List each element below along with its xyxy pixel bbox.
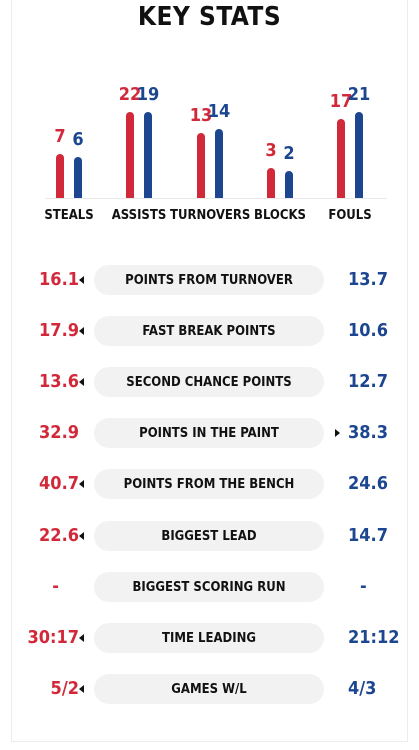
- stat-label: GAMES W/L: [94, 674, 324, 704]
- home-value: 22.6: [39, 525, 79, 546]
- away-value: 4/3: [348, 678, 377, 699]
- away-value: -: [360, 576, 367, 597]
- bar-value-assists-red: 22: [118, 84, 142, 105]
- stat-label: FAST BREAK POINTS: [94, 316, 324, 346]
- away-value: 13.7: [348, 269, 388, 290]
- away-value: 12.7: [348, 371, 388, 392]
- home-value: 30:17: [27, 627, 79, 648]
- bar-fouls-blue: [355, 112, 363, 198]
- bar-value-turnovers-blue: 14: [207, 101, 231, 122]
- home-value: 5/2: [50, 678, 79, 699]
- bar-category-fouls: FOULS: [328, 208, 372, 223]
- bar-value-blocks-red: 3: [265, 139, 277, 161]
- bar-value-steals-blue: 6: [72, 129, 84, 150]
- bar-value-turnovers-red: 13: [189, 104, 213, 126]
- stat-row: 16.1 POINTS FROM TURNOVER 13.7: [0, 265, 419, 295]
- stat-label: POINTS IN THE PAINT: [94, 418, 324, 448]
- triangle-left-icon: [79, 685, 84, 693]
- triangle-right-icon: [335, 429, 340, 437]
- triangle-left-icon: [79, 276, 84, 284]
- stat-row: 40.7 POINTS FROM THE BENCH 24.6: [0, 469, 419, 499]
- key-stats-bar-chart: 7 6 STEALS 22 19 ASSISTS 13 14 TURNOVERS 3 2 BLOCKS…: [0, 0, 419, 240]
- triangle-left-icon: [79, 327, 84, 335]
- home-value: 17.9: [39, 320, 79, 341]
- stat-row: - BIGGEST SCORING RUN -: [0, 572, 419, 602]
- home-value: -: [52, 576, 59, 597]
- stat-label: POINTS FROM THE BENCH: [94, 469, 324, 499]
- bar-value-fouls-red: 17: [329, 90, 353, 112]
- home-value: 16.1: [39, 269, 79, 290]
- stat-label: BIGGEST SCORING RUN: [94, 572, 324, 602]
- bar-value-fouls-blue: 21: [347, 84, 371, 105]
- stat-label: TIME LEADING: [94, 623, 324, 653]
- bar-blocks-blue: [285, 171, 293, 198]
- away-value: 14.7: [348, 525, 388, 546]
- stat-label: SECOND CHANCE POINTS: [94, 367, 324, 397]
- triangle-left-icon: [79, 378, 84, 386]
- bar-value-assists-blue: 19: [136, 84, 160, 105]
- bar-category-assists: ASSISTS: [111, 208, 167, 223]
- away-value: 24.6: [348, 473, 388, 494]
- triangle-left-icon: [79, 532, 84, 540]
- bar-category-turnovers: TURNOVERS: [170, 208, 251, 223]
- bar-turnovers-red: [197, 132, 205, 198]
- stat-row: 5/2 GAMES W/L 4/3: [0, 674, 419, 704]
- home-value: 32.9: [39, 422, 79, 443]
- stats-card: [11, 0, 408, 742]
- page-title: KEY STATS: [137, 2, 282, 32]
- away-value: 10.6: [348, 320, 388, 341]
- bar-category-steals: STEALS: [44, 208, 94, 223]
- bar-turnovers-blue: [215, 129, 223, 198]
- stat-row: 13.6 SECOND CHANCE POINTS 12.7: [0, 367, 419, 397]
- triangle-left-icon: [79, 634, 84, 642]
- bar-assists-red: [126, 112, 134, 198]
- away-value: 38.3: [348, 422, 388, 443]
- bar-category-blocks: BLOCKS: [254, 208, 306, 223]
- bar-value-steals-red: 7: [54, 125, 66, 147]
- stat-label: BIGGEST LEAD: [94, 521, 324, 551]
- stat-row: 32.9 POINTS IN THE PAINT 38.3: [0, 418, 419, 448]
- stat-label: POINTS FROM TURNOVER: [94, 265, 324, 295]
- bar-value-blocks-blue: 2: [283, 143, 295, 164]
- away-value: 21:12: [348, 627, 400, 648]
- bar-steals-blue: [74, 157, 82, 198]
- triangle-left-icon: [79, 480, 84, 488]
- bar-fouls-red: [337, 118, 345, 198]
- stat-row: 22.6 BIGGEST LEAD 14.7: [0, 521, 419, 551]
- stat-row: 17.9 FAST BREAK POINTS 10.6: [0, 316, 419, 346]
- bar-steals-red: [56, 153, 64, 198]
- stat-row: 30:17 TIME LEADING 21:12: [0, 623, 419, 653]
- bar-blocks-red: [267, 167, 275, 198]
- home-value: 13.6: [39, 371, 79, 392]
- chart-baseline: [45, 198, 387, 199]
- bar-assists-blue: [144, 112, 152, 198]
- home-value: 40.7: [39, 473, 79, 494]
